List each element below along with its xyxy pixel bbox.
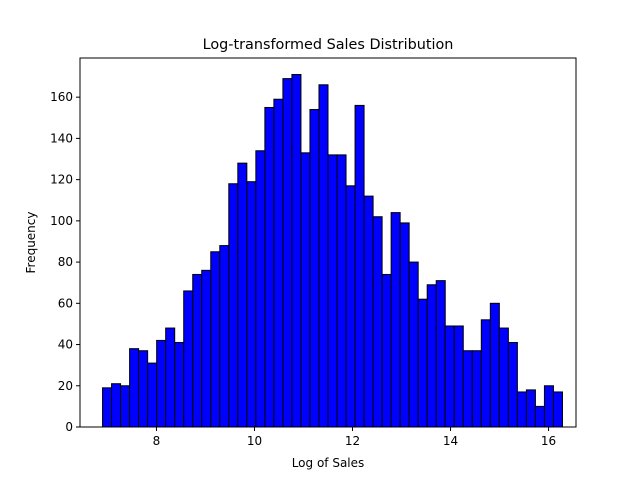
histogram-bar	[165, 327, 176, 428]
histogram-bar	[210, 251, 221, 428]
x-axis-ticks: 8 10 12 14 16	[153, 427, 556, 448]
y-tick-label: 160	[50, 90, 73, 104]
histogram-bar	[444, 325, 455, 428]
histogram-bar	[426, 284, 437, 428]
histogram-bar	[174, 341, 185, 428]
histogram-bar	[237, 162, 248, 428]
plot-frame	[79, 57, 577, 428]
histogram-bar	[219, 245, 230, 428]
histogram-bar	[201, 269, 212, 428]
histogram-bar	[228, 183, 239, 428]
histogram-bar	[318, 84, 329, 428]
histogram-bar	[102, 387, 113, 428]
histogram-bar	[273, 98, 284, 428]
histogram-bar	[327, 154, 338, 428]
histogram-bar	[291, 73, 302, 428]
histogram-bar	[192, 273, 203, 428]
histogram-bar	[138, 350, 149, 428]
histogram-bar	[336, 154, 347, 428]
x-tick-label: 14	[443, 434, 458, 448]
histogram-bar	[543, 385, 554, 428]
histogram-bar	[255, 150, 266, 428]
histogram-bar	[345, 185, 356, 428]
y-tick-label: 0	[65, 420, 73, 434]
histogram-bar	[453, 325, 464, 428]
y-tick-label: 60	[58, 296, 73, 310]
histogram-bar	[408, 261, 419, 428]
histogram-bar	[111, 383, 122, 428]
histogram-bar	[300, 152, 311, 428]
y-tick-label: 80	[58, 255, 73, 269]
y-tick-label: 120	[50, 173, 73, 187]
histogram-bar	[372, 216, 383, 428]
histogram-bar	[246, 181, 257, 428]
histogram-bar	[516, 391, 527, 428]
y-tick-label: 100	[50, 214, 73, 228]
histogram-bar	[534, 405, 545, 428]
histogram-bar	[156, 339, 167, 428]
histogram-bar	[363, 195, 374, 428]
histogram-bar	[435, 280, 446, 428]
histogram-bar	[525, 389, 536, 428]
histogram-bar	[471, 350, 482, 428]
histogram-bar	[417, 298, 428, 428]
histogram-bar	[354, 104, 365, 428]
x-tick-label: 8	[153, 434, 161, 448]
histogram-bar	[390, 212, 401, 428]
histogram-bar	[489, 302, 500, 428]
y-axis-ticks: 0 20 40 60 80 100 120 140 160	[50, 90, 80, 434]
histogram-bar	[399, 222, 410, 428]
x-axis-label: Log of Sales	[292, 456, 365, 470]
histogram-bar	[498, 327, 509, 428]
histogram-bar	[120, 385, 131, 428]
histogram-bar	[480, 319, 491, 428]
chart-title: Log-transformed Sales Distribution	[203, 37, 454, 53]
histogram-bar	[183, 290, 194, 428]
histogram-bar	[129, 348, 140, 428]
x-tick-label: 12	[345, 434, 360, 448]
histogram-bar	[381, 273, 392, 428]
histogram-bar	[264, 106, 275, 428]
y-tick-label: 20	[58, 379, 73, 393]
histogram-bar	[282, 78, 293, 428]
x-tick-label: 16	[541, 434, 556, 448]
histogram-bar	[309, 109, 320, 428]
histogram-bar	[507, 341, 518, 428]
histogram-bar	[552, 391, 563, 428]
y-axis-label: Frequency	[24, 212, 38, 274]
histogram-bar	[462, 350, 473, 428]
histogram-bar	[147, 362, 158, 428]
x-tick-label: 10	[247, 434, 262, 448]
y-tick-label: 40	[58, 338, 73, 352]
y-tick-label: 140	[50, 131, 73, 145]
